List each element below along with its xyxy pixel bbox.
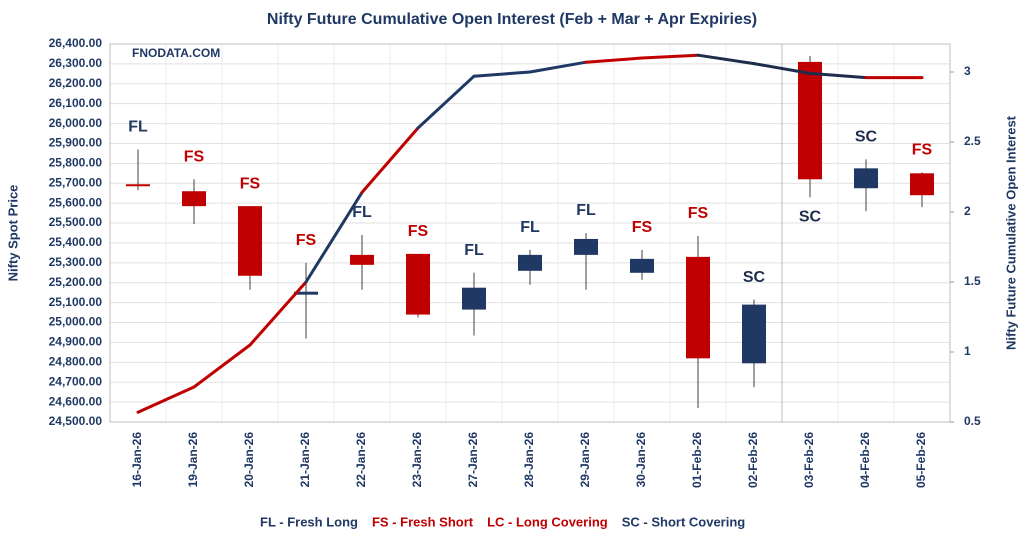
signal-label: FL [352, 204, 372, 221]
candle-body [742, 304, 766, 364]
signal-label: FS [296, 232, 317, 249]
y-tick-label: 24,600.00 [49, 394, 103, 408]
y-tick-label: 24,900.00 [49, 335, 103, 349]
y-tick-label: 25,300.00 [49, 255, 103, 269]
legend-entry: FS - Fresh Short [372, 514, 474, 529]
oi-line-segment [752, 62, 812, 75]
x-tick-label: 01-Feb-26 [690, 432, 704, 488]
candle-body [182, 191, 206, 207]
x-tick-label: 19-Jan-26 [186, 432, 200, 488]
signal-label: FL [464, 242, 484, 259]
signal-label: FS [408, 223, 429, 240]
y-tick-label: 25,400.00 [49, 235, 103, 249]
y-axis-label: Nifty Spot Price [5, 185, 20, 282]
candle-body [350, 254, 374, 265]
candle-body [574, 238, 598, 255]
signal-label: FL [576, 202, 596, 219]
x-tick-label: 23-Jan-26 [410, 432, 424, 488]
candle-body [518, 254, 542, 271]
oi-line-segment [808, 71, 868, 80]
y-tick-label: 25,000.00 [49, 315, 103, 329]
oi-line-segment [584, 56, 644, 64]
y-tick-label: 24,800.00 [49, 354, 103, 368]
candle-body [238, 206, 262, 276]
oi-line-segment [136, 385, 196, 414]
signal-label: FS [912, 142, 933, 159]
candle-body [126, 184, 150, 187]
signal-label: FS [240, 175, 261, 192]
y-tick-label: 24,500.00 [49, 414, 103, 428]
signal-label: FL [520, 219, 540, 236]
y-tick-label: 26,000.00 [49, 116, 103, 130]
signal-label: FS [632, 219, 653, 236]
signal-label: FS [184, 149, 205, 166]
oi-line-segment [248, 280, 308, 347]
y-tick-label: 26,100.00 [49, 96, 103, 110]
oi-line-segment [472, 70, 532, 78]
candle-body [910, 173, 934, 196]
oi-line-segment [696, 53, 756, 66]
y-tick-label: 25,700.00 [49, 175, 103, 189]
x-tick-label: 02-Feb-26 [746, 432, 760, 488]
signal-label: FS [688, 205, 709, 222]
candle-body [854, 168, 878, 189]
candle-body [294, 291, 318, 295]
oi-line-segment [304, 190, 364, 284]
candle-body [686, 256, 710, 359]
x-tick-label: 20-Jan-26 [242, 432, 256, 488]
legend-entry: LC - Long Covering [487, 514, 608, 529]
y-tick-label: 25,800.00 [49, 156, 103, 170]
y2-tick-label: 3 [964, 64, 971, 78]
signal-label: SC [743, 269, 766, 286]
y2-tick-label: 1.5 [964, 274, 981, 288]
y-tick-label: 25,500.00 [49, 215, 103, 229]
y-tick-label: 24,700.00 [49, 374, 103, 388]
x-tick-label: 28-Jan-26 [522, 432, 536, 488]
candle-body [462, 287, 486, 310]
x-tick-label: 16-Jan-26 [130, 432, 144, 488]
x-tick-label: 05-Feb-26 [914, 432, 928, 488]
signal-label: SC [855, 129, 878, 146]
oi-line-segment [360, 126, 420, 194]
y-tick-label: 26,200.00 [49, 76, 103, 90]
watermark: FNODATA.COM [132, 46, 220, 60]
y2-tick-label: 2.5 [964, 134, 981, 148]
oi-line-segment [640, 53, 700, 60]
y-tick-label: 26,400.00 [49, 36, 103, 50]
signal-label: FL [128, 119, 148, 136]
y-tick-label: 25,100.00 [49, 295, 103, 309]
y-tick-label: 25,200.00 [49, 275, 103, 289]
plot-border [109, 43, 951, 423]
y2-axis-label: Nifty Future Cumulative Open Interest [1003, 115, 1018, 350]
y-tick-label: 25,900.00 [49, 136, 103, 150]
signal-label: SC [799, 208, 822, 225]
y2-tick-label: 2 [964, 204, 971, 218]
x-tick-label: 03-Feb-26 [802, 432, 816, 488]
y-tick-label: 25,600.00 [49, 195, 103, 209]
x-tick-label: 21-Jan-26 [298, 432, 312, 488]
chart-title: Nifty Future Cumulative Open Interest (F… [267, 11, 757, 28]
x-tick-label: 29-Jan-26 [578, 432, 592, 488]
candle-body [798, 61, 822, 180]
oi-line-segment [528, 60, 588, 74]
x-tick-label: 04-Feb-26 [858, 432, 872, 488]
y-tick-label: 26,300.00 [49, 56, 103, 70]
oi-line-segment [416, 74, 476, 130]
y2-tick-label: 0.5 [964, 414, 981, 428]
x-tick-label: 22-Jan-26 [354, 432, 368, 488]
x-tick-label: 27-Jan-26 [466, 432, 480, 488]
candle-body [406, 253, 430, 315]
oi-line-segment [192, 343, 252, 389]
legend-entry: SC - Short Covering [622, 514, 746, 529]
x-tick-label: 30-Jan-26 [634, 432, 648, 488]
legend-entry: FL - Fresh Long [260, 514, 358, 529]
candle-body [630, 258, 654, 273]
y2-tick-label: 1 [964, 344, 971, 358]
